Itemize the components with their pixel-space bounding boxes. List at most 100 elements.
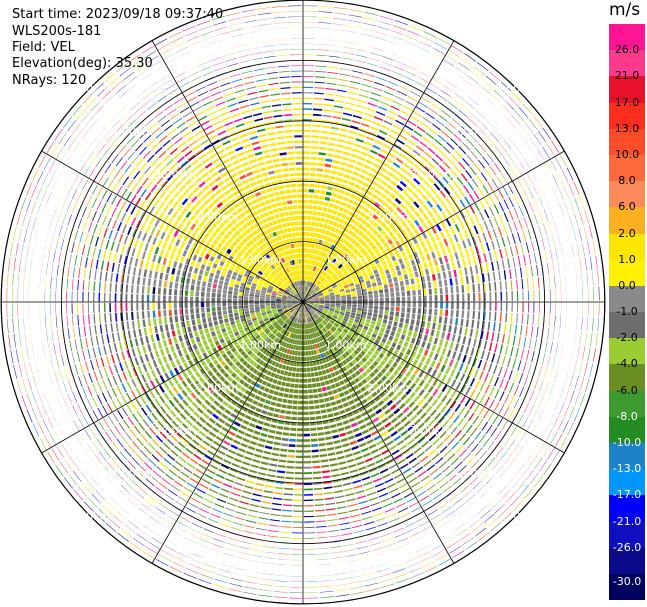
velocity-gate: [369, 371, 376, 378]
velocity-gate: [208, 431, 217, 438]
velocity-gate: [345, 334, 351, 339]
velocity-gate: [491, 261, 495, 271]
velocity-gate: [333, 573, 346, 575]
velocity-gate: [172, 386, 179, 394]
velocity-gate: [457, 335, 461, 343]
velocity-gate: [37, 345, 40, 358]
velocity-gate: [270, 305, 276, 308]
velocity-gate: [402, 268, 407, 275]
velocity-gate: [242, 367, 248, 374]
velocity-gate: [147, 361, 153, 370]
velocity-gate: [574, 391, 580, 405]
velocity-gate: [454, 429, 462, 438]
velocity-gate: [375, 458, 384, 464]
velocity-gate: [360, 199, 367, 205]
velocity-gate: [527, 290, 529, 301]
velocity-gate: [167, 353, 173, 362]
velocity-gate: [432, 123, 441, 131]
velocity-gate: [461, 469, 471, 478]
velocity-gate: [400, 203, 407, 210]
velocity-gate: [309, 316, 313, 322]
velocity-gate: [403, 75, 415, 82]
velocity-gate: [348, 575, 362, 579]
velocity-gate: [144, 353, 150, 362]
velocity-gate: [324, 281, 329, 286]
velocity-gate: [395, 502, 406, 508]
velocity-gate: [203, 373, 210, 380]
velocity-gate: [54, 430, 61, 442]
velocity-gate: [247, 409, 254, 416]
velocity-gate: [139, 449, 148, 458]
velocity-gate: [322, 481, 332, 484]
velocity-gate: [358, 38, 372, 42]
velocity-gate: [129, 358, 134, 368]
velocity-gate: [293, 494, 303, 496]
velocity-gate: [497, 85, 508, 96]
velocity-gate: [307, 345, 311, 351]
velocity-gate: [291, 333, 295, 339]
velocity-gate: [339, 68, 351, 71]
velocity-gate: [244, 326, 250, 332]
velocity-gate: [386, 184, 394, 191]
velocity-gate: [485, 331, 489, 341]
velocity-gate: [332, 221, 338, 227]
velocity-gate: [207, 349, 213, 356]
velocity-gate: [305, 269, 308, 275]
velocity-gate: [431, 217, 438, 225]
velocity-gate: [423, 31, 437, 38]
velocity-gate: [330, 271, 335, 277]
velocity-gate: [459, 532, 471, 541]
velocity-gate: [325, 350, 330, 356]
velocity-gate: [146, 372, 152, 381]
velocity-gate: [461, 57, 473, 66]
velocity-gate: [267, 411, 274, 417]
velocity-gate: [375, 111, 386, 116]
velocity-gate: [360, 257, 366, 263]
velocity-gate: [350, 153, 359, 159]
velocity-gate: [192, 439, 200, 446]
velocity-gate: [549, 289, 551, 301]
velocity-gate: [373, 375, 380, 382]
velocity-gate: [411, 313, 416, 320]
velocity-gate: [482, 361, 488, 371]
velocity-gate: [319, 398, 325, 403]
velocity-gate: [430, 52, 442, 59]
velocity-gate: [305, 292, 308, 298]
velocity-gate: [504, 393, 510, 404]
velocity-gate: [173, 295, 177, 302]
velocity-gate: [148, 427, 157, 436]
velocity-gate: [303, 97, 313, 100]
velocity-gate: [356, 179, 364, 185]
velocity-gate: [334, 583, 348, 586]
velocity-gate: [317, 317, 322, 322]
velocity-gate: [267, 338, 272, 344]
velocity-gate: [418, 370, 425, 378]
velocity-gate: [292, 310, 297, 315]
velocity-gate: [473, 302, 476, 311]
velocity-gate: [377, 522, 388, 527]
velocity-gate: [198, 376, 205, 384]
velocity-gate: [228, 361, 234, 367]
velocity-gate: [417, 289, 422, 296]
velocity-gate: [352, 324, 358, 329]
velocity-gate: [266, 310, 272, 314]
velocity-gate: [406, 285, 410, 291]
velocity-gate: [121, 485, 131, 494]
velocity-gate: [413, 447, 422, 454]
velocity-gate: [202, 440, 211, 447]
velocity-gate: [166, 438, 175, 446]
velocity-gate: [226, 502, 237, 507]
velocity-gate: [519, 267, 523, 278]
velocity-gate: [317, 157, 325, 161]
velocity-gate: [385, 197, 393, 204]
velocity-gate: [306, 293, 311, 298]
velocity-gate: [543, 367, 548, 379]
velocity-gate: [155, 409, 163, 418]
velocity-gate: [305, 306, 308, 312]
velocity-gate: [57, 412, 64, 425]
velocity-gate: [452, 180, 460, 189]
velocity-gate: [76, 291, 79, 302]
velocity-gate: [410, 115, 420, 122]
velocity-gate: [441, 248, 447, 256]
